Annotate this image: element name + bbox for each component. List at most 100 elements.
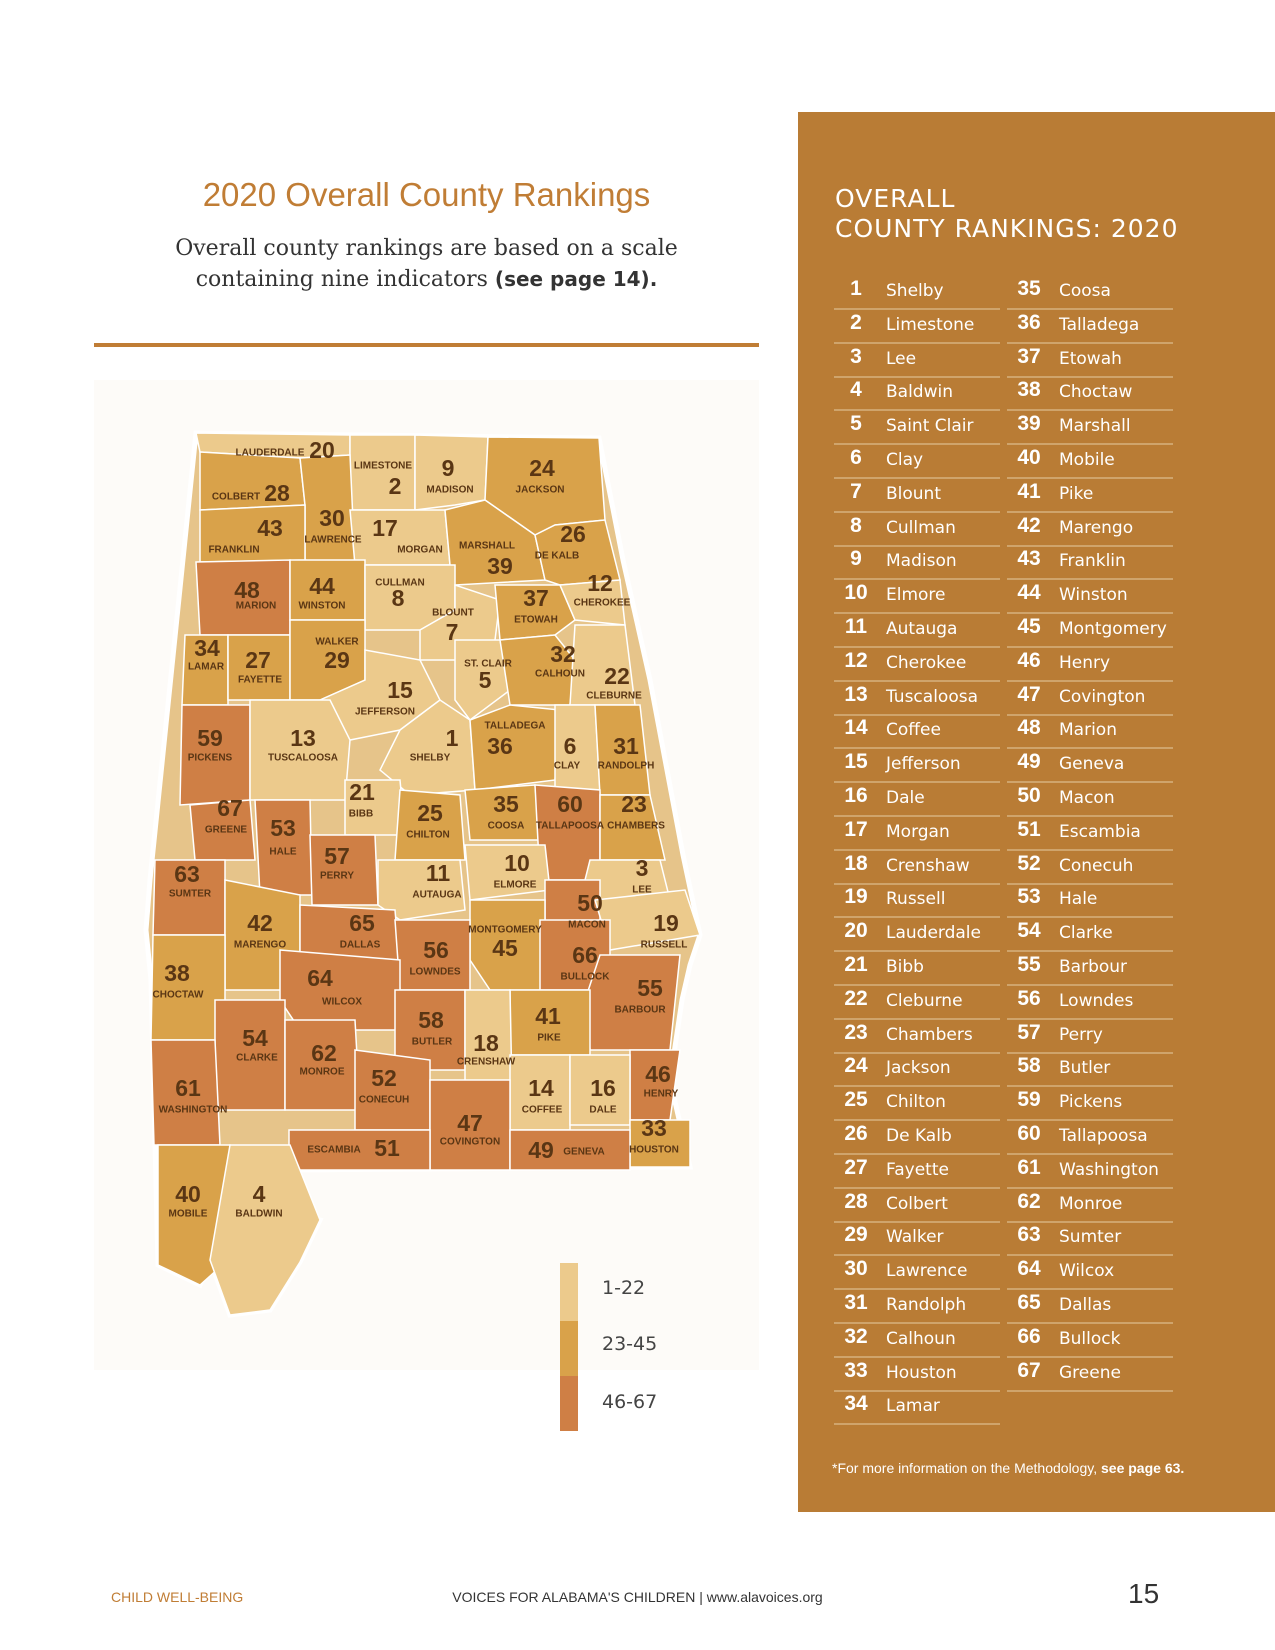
ranking-row: 19 Russell: [834, 883, 1000, 919]
ranking-row: 16 Dale: [834, 782, 1000, 817]
page-subtitle: Overall county rankings are based on a s…: [94, 234, 759, 295]
ranking-number: 44: [1017, 581, 1041, 605]
ranking-row: 57 Perry: [1007, 1019, 1173, 1054]
ranking-county: Colbert: [886, 1193, 948, 1214]
ranking-row: 56 Lowndes: [1007, 985, 1173, 1020]
county-name-label: CHEROKEE: [574, 598, 631, 609]
county-rank-label: 25: [417, 800, 443, 826]
ranking-county: Lauderdale: [886, 923, 981, 944]
ranking-row: 15 Jefferson: [834, 748, 1000, 784]
ranking-number: 21: [844, 953, 868, 976]
county-name-label: HALE: [269, 847, 297, 858]
ranking-row: 32 Calhoun: [834, 1323, 1000, 1358]
county-name-label: ESCAMBIA: [307, 1145, 360, 1156]
county-rank-label: 34: [194, 635, 220, 661]
county-name-label: TUSCALOOSA: [268, 753, 338, 764]
ranking-county: Baldwin: [886, 382, 953, 403]
ranking-county: Houston: [886, 1362, 957, 1383]
county-rank-label: 29: [324, 647, 350, 673]
county-name-label: CLAY: [554, 761, 581, 772]
county-rank-label: 54: [242, 1025, 268, 1051]
ranking-number: 4: [850, 378, 862, 402]
ranking-row: 22 Cleburne: [834, 985, 1000, 1020]
ranking-county: Marion: [1059, 720, 1117, 741]
ranking-number: 52: [1017, 851, 1041, 875]
panel-title: OVERALL COUNTY RANKINGS: 2020: [835, 184, 1235, 244]
ranking-number: 12: [844, 648, 868, 672]
ranking-number: 14: [844, 716, 868, 740]
county-rank-label: 13: [290, 725, 316, 751]
county-name-label: WALKER: [315, 637, 359, 648]
ranking-row: 42 Marengo: [1007, 512, 1173, 547]
ranking-row: 39 Marshall: [1007, 410, 1173, 446]
ranking-county: Monroe: [1059, 1193, 1123, 1214]
note-reference: see page 63.: [1101, 1460, 1185, 1476]
ranking-row: 29 Walker: [834, 1221, 1000, 1257]
county-name-label: MARSHALL: [459, 541, 515, 552]
ranking-row: 40 Mobile: [1007, 444, 1173, 479]
ranking-county: Russell: [886, 889, 946, 910]
ranking-county: Coffee: [886, 720, 941, 741]
ranking-row: 55 Barbour: [1007, 951, 1173, 986]
county-name-label: COOSA: [488, 821, 525, 832]
ranking-row: 43 Franklin: [1007, 545, 1173, 581]
ranking-row: 52 Conecuh: [1007, 850, 1173, 885]
ranking-number: 67: [1017, 1358, 1041, 1382]
ranking-number: 42: [1017, 513, 1041, 537]
ranking-row: 33 Houston: [834, 1357, 1000, 1392]
county-name-label: ELMORE: [494, 880, 537, 891]
ranking-row: 49 Geneva: [1007, 748, 1173, 784]
ranking-number: 50: [1017, 784, 1041, 807]
ranking-county: Dallas: [1059, 1295, 1112, 1315]
county-shape: [469, 704, 561, 791]
county-rank-label: 56: [423, 937, 449, 963]
note-text: *For more information on the Methodology…: [832, 1460, 1101, 1476]
ranking-number: 29: [844, 1223, 868, 1247]
county-rank-label: 64: [307, 965, 333, 991]
ranking-number: 35: [1017, 277, 1041, 300]
ranking-row: 58 Butler: [1007, 1052, 1173, 1088]
county-rank-label: 48: [234, 577, 260, 603]
county-rank-label: 23: [621, 791, 647, 817]
ranking-county: Pike: [1059, 483, 1094, 504]
ranking-county: Macon: [1059, 788, 1115, 808]
county-name-label: CONECUH: [359, 1095, 410, 1106]
ranking-county: Mobile: [1059, 450, 1115, 470]
ranking-county: Bibb: [886, 957, 924, 977]
county-name-label: CLEBURNE: [586, 691, 642, 702]
methodology-note: *For more information on the Methodology…: [832, 1460, 1184, 1476]
ranking-number: 60: [1017, 1122, 1041, 1145]
county-rank-label: 45: [492, 935, 518, 961]
ranking-county: Jefferson: [886, 754, 961, 775]
ranking-row: 34 Lamar: [834, 1390, 1000, 1426]
county-rank-label: 2: [389, 473, 402, 499]
county-name-label: LEE: [632, 885, 652, 896]
ranking-county: Perry: [1059, 1024, 1103, 1045]
ranking-row: 9 Madison: [834, 545, 1000, 581]
county-rank-label: 37: [523, 585, 549, 611]
county-rank-label: 63: [174, 861, 200, 887]
legend-label-mid: 23-45: [602, 1333, 658, 1355]
ranking-county: Fayette: [886, 1159, 949, 1180]
ranking-number: 62: [1017, 1189, 1041, 1213]
county-rank-label: 38: [164, 960, 190, 986]
county-name-label: LOWNDES: [409, 967, 460, 978]
county-rank-label: 51: [374, 1135, 400, 1161]
county-rank-label: 21: [349, 779, 375, 805]
county-name-label: DE KALB: [535, 551, 579, 562]
county-name-label: LIMESTONE: [354, 461, 412, 472]
ranking-number: 51: [1017, 817, 1041, 841]
ranking-county: Clay: [886, 450, 924, 470]
ranking-county: Autauga: [886, 619, 958, 639]
ranking-number: 26: [844, 1122, 868, 1145]
county-rank-label: 43: [257, 515, 283, 541]
county-name-label: BULLOCK: [561, 972, 611, 983]
county-name-label: LAWRENCE: [304, 535, 362, 546]
ranking-number: 10: [844, 581, 868, 605]
ranking-county: Elmore: [886, 585, 946, 606]
county-rank-label: 3: [636, 855, 649, 881]
county-name-label: CULLMAN: [375, 578, 424, 589]
ranking-row: 10 Elmore: [834, 579, 1000, 615]
ranking-county: Dale: [886, 788, 925, 808]
ranking-number: 61: [1017, 1155, 1041, 1179]
